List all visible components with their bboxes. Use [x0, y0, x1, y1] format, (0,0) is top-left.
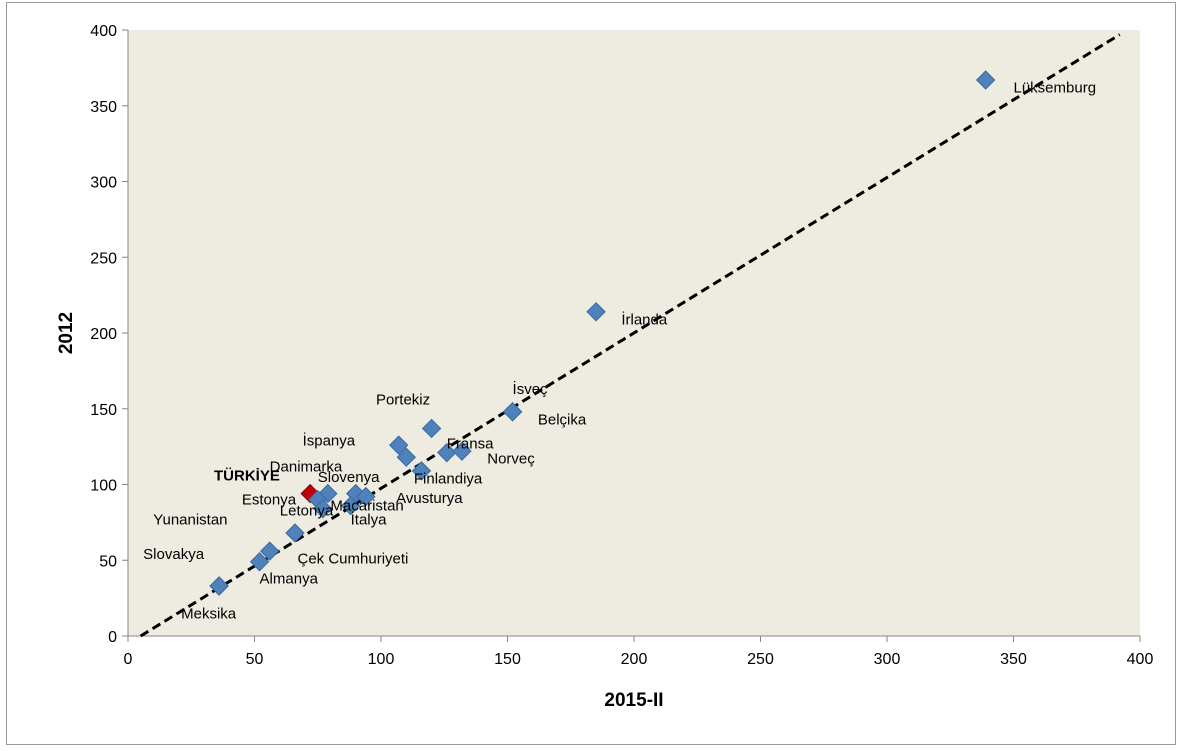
x-tick-label: 150	[494, 651, 521, 668]
x-tick-label: 400	[1127, 651, 1154, 668]
data-label: Macaristan	[330, 498, 403, 515]
x-tick-label: 250	[747, 651, 774, 668]
data-label: İsveç	[513, 380, 549, 398]
y-axis: 0 50 100 150 200 250 300 350 400	[90, 23, 129, 646]
data-label: TÜRKİYE	[214, 467, 280, 484]
data-label: Slovenya	[318, 469, 380, 486]
data-point	[356, 486, 376, 507]
data-label: Slovakya	[143, 546, 205, 563]
y-tick-label: 100	[90, 478, 117, 495]
y-tick-label: 50	[99, 553, 117, 570]
data-label: İspanya	[303, 432, 356, 450]
y-tick-label: 300	[90, 175, 117, 192]
data-label: Letonya	[280, 502, 334, 519]
y-tick-label: 400	[90, 23, 117, 40]
data-label: Avusturya	[396, 490, 463, 507]
x-tick-label: 0	[124, 651, 133, 668]
point-labels: Lüksemburg İrlanda İsveç Belçika Portekiz İsp…	[143, 80, 1096, 623]
y-tick-label: 200	[90, 326, 117, 343]
data-point	[502, 402, 523, 422]
data-label: İtalya	[351, 510, 388, 528]
data-label: Çek Cumhuriyeti	[298, 551, 409, 568]
data-label: Norveç	[487, 451, 535, 468]
y-tick-label: 0	[108, 629, 117, 646]
x-axis: 0 50 100 150 200 250 300 350 400	[124, 635, 1154, 668]
trendline-group	[139, 33, 1121, 638]
data-point	[389, 435, 409, 455]
data-point	[421, 418, 442, 439]
data-point	[975, 70, 996, 90]
data-label: Portekiz	[376, 392, 430, 409]
data-point	[411, 461, 432, 481]
data-label: İrlanda	[621, 310, 668, 328]
data-label: Yunanistan	[153, 511, 227, 528]
data-point	[452, 441, 472, 461]
data-point	[437, 442, 457, 463]
x-tick-label: 200	[621, 651, 648, 668]
data-label: Estonya	[242, 492, 297, 509]
x-axis-title: 2015-II	[604, 690, 663, 711]
data-label: Almanya	[260, 570, 319, 587]
data-label: Danimarka	[270, 458, 343, 475]
data-point	[249, 552, 270, 572]
x-tick-label: 350	[1000, 651, 1027, 668]
trendline	[139, 33, 1121, 638]
data-label: Fransa	[447, 436, 494, 453]
data-label: Belçika	[538, 411, 587, 428]
data-point	[209, 576, 229, 596]
y-axis-title: 2012	[56, 312, 77, 354]
data-point	[396, 447, 417, 467]
x-tick-label: 50	[246, 651, 264, 668]
data-point	[313, 499, 333, 519]
data-label: Finlandiya	[414, 470, 483, 487]
x-tick-label: 100	[368, 651, 395, 668]
data-label: Meksika	[181, 605, 237, 622]
y-tick-label: 150	[90, 402, 117, 419]
data-point	[285, 523, 305, 543]
y-tick-label: 250	[90, 250, 117, 267]
data-label: Lüksemburg	[1014, 80, 1097, 97]
data-point	[259, 541, 280, 561]
data-point	[586, 302, 606, 322]
x-tick-label: 300	[874, 651, 901, 668]
data-points	[209, 70, 996, 596]
data-point	[340, 496, 361, 516]
y-tick-label: 350	[90, 99, 117, 116]
